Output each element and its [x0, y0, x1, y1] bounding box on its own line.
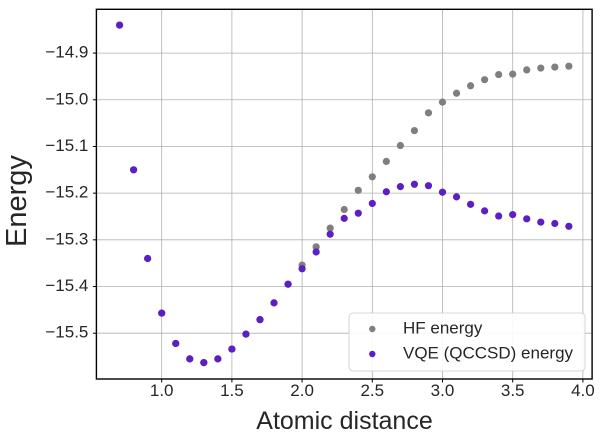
svg-text:−15.5: −15.5: [45, 323, 88, 342]
svg-text:−15.3: −15.3: [45, 229, 88, 248]
svg-text:2.0: 2.0: [290, 381, 314, 400]
svg-text:VQE (QCCSD) energy: VQE (QCCSD) energy: [403, 344, 574, 363]
svg-text:2.5: 2.5: [360, 381, 384, 400]
svg-text:−15.2: −15.2: [45, 183, 88, 202]
svg-text:HF energy: HF energy: [403, 319, 483, 338]
svg-text:1.0: 1.0: [150, 381, 174, 400]
svg-text:−15.0: −15.0: [45, 89, 88, 108]
svg-text:3.5: 3.5: [501, 381, 525, 400]
svg-text:4.0: 4.0: [571, 381, 595, 400]
svg-text:−15.4: −15.4: [45, 276, 88, 295]
svg-text:−14.9: −14.9: [45, 43, 88, 62]
svg-text:3.0: 3.0: [431, 381, 455, 400]
svg-text:−15.1: −15.1: [45, 136, 88, 155]
svg-text:1.5: 1.5: [220, 381, 244, 400]
